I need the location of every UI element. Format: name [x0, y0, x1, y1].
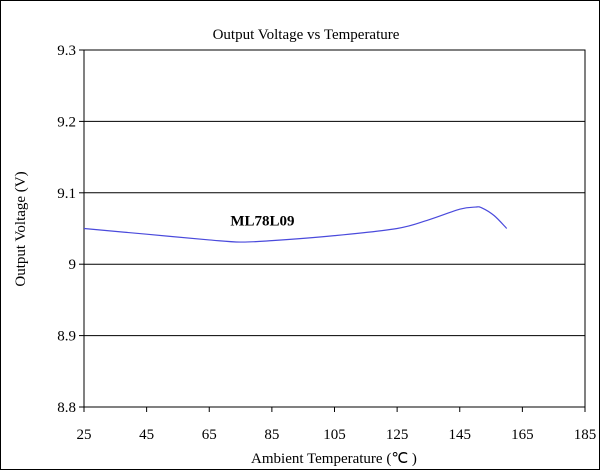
x-tick-label: 85 [264, 427, 279, 443]
x-tick-label: 165 [511, 427, 534, 443]
tick-labels: 8.8 8.9 9 9.1 9.2 9.3 25 45 65 85 105 125 145 165 185 [57, 43, 596, 443]
y-tick-label: 9.3 [57, 43, 76, 59]
plot-area [83, 49, 586, 408]
y-tick-label: 8.8 [57, 400, 76, 416]
annotations-layer: ML78L09 [230, 214, 294, 230]
y-tick-label: 9.2 [57, 114, 76, 130]
series-line [83, 206, 508, 243]
grid-lines [84, 49, 585, 408]
chart-title: Output Voltage vs Temperature [213, 27, 400, 43]
x-tick-label: 45 [139, 427, 154, 443]
y-tick-label: 8.9 [57, 329, 76, 345]
x-tick-label: 105 [323, 427, 346, 443]
series-layer [83, 206, 508, 243]
y-axis-label: Output Voltage (V) [13, 171, 29, 286]
series-annotation: ML78L09 [230, 214, 294, 230]
x-tick-label: 65 [202, 427, 217, 443]
axes [79, 49, 586, 412]
y-tick-label: 9.1 [57, 186, 76, 202]
x-tick-label: 25 [77, 427, 92, 443]
x-tick-label: 145 [449, 427, 472, 443]
x-axis-label: Ambient Temperature (℃ ) [251, 451, 417, 467]
y-tick-label: 9 [69, 257, 77, 273]
x-tick-label: 125 [386, 427, 409, 443]
x-tick-label: 185 [574, 427, 597, 443]
